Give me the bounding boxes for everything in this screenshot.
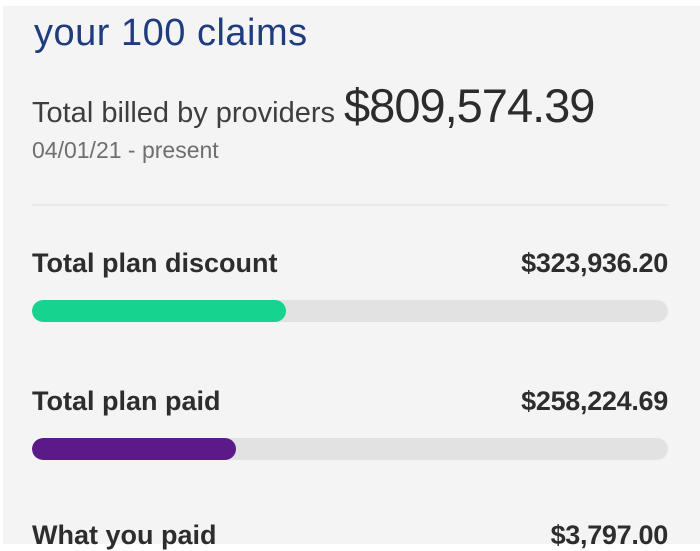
plan-discount-value: $323,936.20 bbox=[521, 247, 668, 278]
total-billed-row: Total billed by providers $809,574.39 bbox=[32, 80, 668, 132]
total-billed-amount: $809,574.39 bbox=[344, 79, 595, 132]
plan-discount-bar-fill bbox=[32, 299, 287, 322]
total-billed-label: Total billed by providers bbox=[32, 97, 336, 129]
plan-discount-row: Total plan discount $323,936.20 bbox=[32, 248, 668, 279]
claims-summary-panel: your 100 claims Total billed by provider… bbox=[3, 6, 700, 550]
plan-paid-value: $258,224.69 bbox=[521, 385, 668, 416]
you-paid-label: What you paid bbox=[32, 519, 217, 550]
plan-paid-bar-fill bbox=[32, 437, 236, 460]
you-paid-row: What you paid $3,797.00 bbox=[32, 520, 668, 551]
plan-paid-row: Total plan paid $258,224.69 bbox=[32, 386, 668, 417]
plan-discount-bar-track bbox=[32, 299, 668, 322]
claims-period: 04/01/21 - present bbox=[32, 136, 219, 163]
plan-paid-label: Total plan paid bbox=[32, 385, 221, 416]
page-title: your 100 claims bbox=[34, 12, 308, 54]
plan-paid-bar-track bbox=[32, 437, 668, 460]
plan-discount-label: Total plan discount bbox=[32, 247, 278, 278]
you-paid-value: $3,797.00 bbox=[550, 519, 669, 550]
section-divider bbox=[32, 203, 668, 206]
